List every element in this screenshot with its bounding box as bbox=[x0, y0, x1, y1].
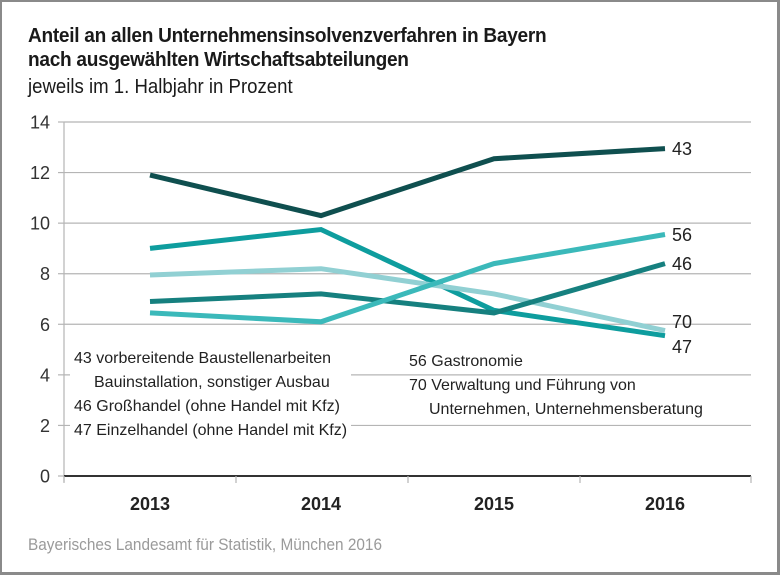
series-line-56 bbox=[149, 232, 666, 325]
legend-entry: Unternehmen, Unternehmensberatung bbox=[429, 401, 703, 418]
end-label-46: 46 bbox=[672, 254, 692, 274]
x-tick-label: 2013 bbox=[130, 494, 170, 514]
series-lines bbox=[149, 146, 666, 339]
x-axis-ticks: 2013 2014 2015 2016 bbox=[130, 494, 685, 514]
legend-entry: 43 vorbereitende Baustellenarbeiten bbox=[74, 350, 332, 367]
y-tick-label: 14 bbox=[30, 113, 50, 133]
y-axis-ticks: 0 2 4 6 8 10 12 14 bbox=[30, 113, 64, 487]
y-tick-label: 4 bbox=[40, 365, 50, 385]
end-label-43: 43 bbox=[672, 139, 692, 159]
x-tick-label: 2014 bbox=[301, 494, 341, 514]
legend-right: 56 Gastronomie 70 Verwaltung und Führung … bbox=[405, 350, 707, 422]
legend-entry: 47 Einzelhandel (ohne Handel mit Kfz) bbox=[74, 422, 348, 439]
end-label-70: 70 bbox=[672, 312, 692, 332]
legend-entry: 56 Gastronomie bbox=[409, 353, 523, 370]
series-line-47 bbox=[149, 226, 666, 339]
y-tick-label: 8 bbox=[40, 264, 50, 284]
end-label-47: 47 bbox=[672, 337, 692, 357]
y-tick-label: 2 bbox=[40, 416, 50, 436]
axes bbox=[63, 122, 752, 483]
y-tick-label: 6 bbox=[40, 315, 50, 335]
legend-entry: 46 Großhandel (ohne Handel mit Kfz) bbox=[74, 398, 340, 415]
chart-title-line-1: Anteil an allen Unternehmensinsolvenzver… bbox=[28, 24, 547, 47]
end-label-56: 56 bbox=[672, 225, 692, 245]
chart-subtitle: jeweils im 1. Halbjahr in Prozent bbox=[28, 76, 293, 98]
legend-entry: Bauinstallation, sonstiger Ausbau bbox=[94, 374, 330, 391]
legend-entry: 70 Verwaltung und Führung von bbox=[409, 377, 636, 394]
series-line-70 bbox=[149, 266, 666, 334]
x-tick-label: 2015 bbox=[474, 494, 514, 514]
x-tick-label: 2016 bbox=[645, 494, 685, 514]
chart-title-line-2: nach ausgewählten Wirtschaftsabteilungen bbox=[28, 48, 409, 71]
y-tick-label: 0 bbox=[40, 467, 50, 487]
y-tick-label: 10 bbox=[30, 214, 50, 234]
series-end-labels: 43 47 70 46 56 bbox=[672, 139, 692, 357]
chart-title: Anteil an allen Unternehmensinsolvenzver… bbox=[28, 24, 547, 72]
series-line-46 bbox=[149, 261, 666, 316]
series-line-43 bbox=[149, 146, 666, 219]
y-tick-label: 12 bbox=[30, 163, 50, 183]
source-note: Bayerisches Landesamt für Statistik, Mün… bbox=[28, 536, 382, 554]
legend-left: 43 vorbereitende Baustellenarbeiten Bauin… bbox=[70, 347, 352, 443]
